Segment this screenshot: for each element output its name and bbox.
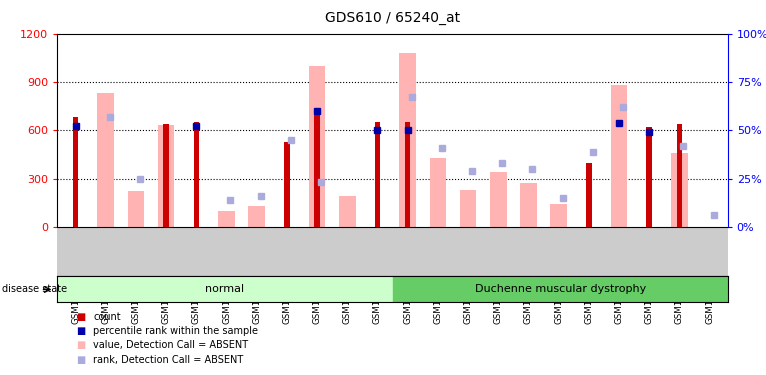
Bar	[314, 114, 320, 227]
Bar	[194, 122, 199, 227]
Bar	[520, 183, 537, 227]
Bar	[158, 126, 175, 227]
Bar	[339, 196, 355, 227]
Text: ■: ■	[77, 355, 86, 364]
Bar	[309, 66, 326, 227]
Text: percentile rank within the sample: percentile rank within the sample	[93, 326, 258, 336]
Bar	[490, 172, 506, 227]
Text: ■: ■	[77, 340, 86, 350]
Bar	[399, 53, 416, 227]
Bar	[218, 211, 235, 227]
Text: GDS610 / 65240_at: GDS610 / 65240_at	[325, 11, 460, 25]
Bar	[163, 124, 169, 227]
Bar	[392, 276, 728, 302]
Text: rank, Detection Call = ABSENT: rank, Detection Call = ABSENT	[93, 355, 244, 364]
Bar	[647, 127, 652, 227]
Bar	[73, 117, 78, 227]
Bar	[611, 85, 627, 227]
Bar	[128, 192, 144, 227]
Bar	[550, 204, 567, 227]
Bar	[57, 276, 392, 302]
Bar	[405, 122, 411, 227]
Text: value, Detection Call = ABSENT: value, Detection Call = ABSENT	[93, 340, 249, 350]
Bar	[676, 124, 682, 227]
Text: ■: ■	[77, 312, 86, 322]
Bar	[430, 158, 446, 227]
Bar	[671, 153, 688, 227]
Bar	[248, 206, 265, 227]
Text: normal: normal	[205, 284, 244, 294]
Bar	[375, 122, 380, 227]
Bar	[97, 93, 114, 227]
Text: count: count	[93, 312, 121, 322]
Bar	[284, 142, 290, 227]
Text: Duchenne muscular dystrophy: Duchenne muscular dystrophy	[474, 284, 646, 294]
Bar	[460, 190, 476, 227]
Bar	[586, 162, 591, 227]
Text: ■: ■	[77, 326, 86, 336]
Text: disease state: disease state	[2, 285, 67, 294]
